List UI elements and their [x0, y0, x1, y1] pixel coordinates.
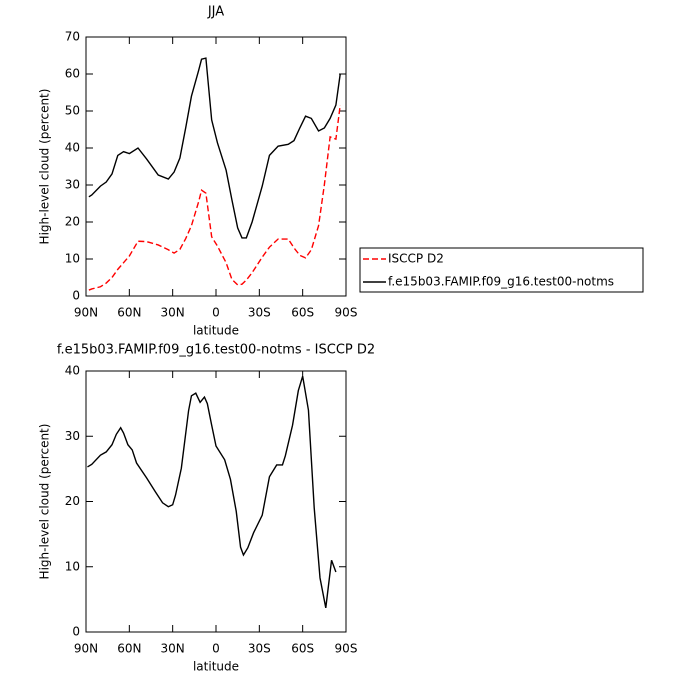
y-tick-label: 70 [65, 30, 80, 44]
y-tick-label: 30 [65, 178, 80, 192]
y-axis-label: High-level cloud (percent) [38, 424, 52, 580]
x-tick-label: 30S [248, 306, 271, 320]
x-tick-label: 90S [335, 642, 358, 656]
y-tick-label: 50 [65, 104, 80, 118]
x-axis-label: latitude [193, 324, 239, 338]
y-tick-label: 60 [65, 67, 80, 81]
x-tick-label: 0 [212, 306, 220, 320]
x-tick-label: 60S [291, 306, 314, 320]
data-line [88, 104, 341, 291]
y-tick-label: 20 [65, 494, 80, 508]
y-tick-label: 0 [72, 625, 80, 639]
x-tick-label: 30N [161, 306, 185, 320]
plot-frame [85, 370, 347, 633]
y-tick-label: 0 [72, 289, 80, 303]
x-tick-label: 60N [117, 642, 141, 656]
y-tick-label: 40 [65, 364, 80, 378]
legend-box [359, 247, 644, 293]
x-tick-label: 60N [117, 306, 141, 320]
x-tick-label: 90S [335, 306, 358, 320]
y-axis-label: High-level cloud (percent) [38, 89, 52, 245]
legend-label: f.e15b03.FAMIP.f09_g16.test00-notms [388, 275, 614, 289]
x-tick-label: 60S [291, 642, 314, 656]
chart-title: f.e15b03.FAMIP.f09_g16.test00-notms - IS… [57, 343, 375, 358]
y-tick-label: 10 [65, 252, 80, 266]
data-line [87, 376, 337, 608]
y-tick-label: 30 [65, 429, 80, 443]
chart-title: JJA [207, 5, 224, 20]
plot-frame [85, 36, 347, 297]
x-tick-label: 90N [74, 306, 98, 320]
y-tick-label: 10 [65, 559, 80, 573]
y-tick-label: 20 [65, 215, 80, 229]
x-tick-label: 30S [248, 642, 271, 656]
x-tick-label: 90N [74, 642, 98, 656]
legend-label: ISCCP D2 [388, 252, 444, 266]
x-axis-label: latitude [193, 660, 239, 674]
y-tick-label: 40 [65, 141, 80, 155]
x-tick-label: 0 [212, 642, 220, 656]
data-line [88, 57, 341, 239]
x-tick-label: 30N [161, 642, 185, 656]
